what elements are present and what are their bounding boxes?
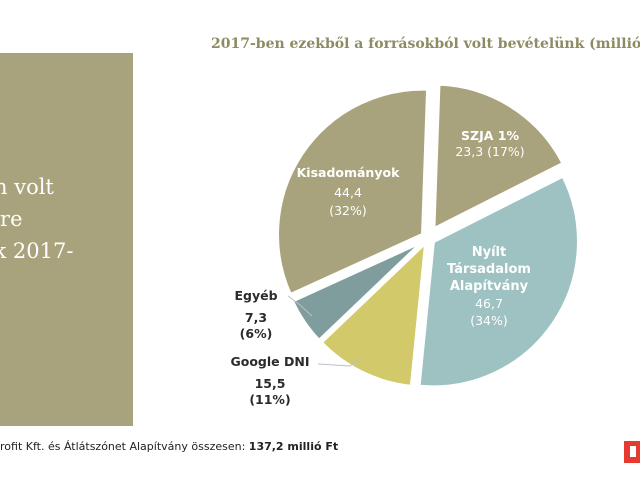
panel-text-line-3: nk 2017- xyxy=(0,239,74,263)
slice-kisadomanyok xyxy=(275,86,431,298)
label-nyilt-percent: (34%) xyxy=(470,313,508,328)
label-egyeb-name: Egyéb xyxy=(234,288,278,303)
label-nyilt-name: Nyílt Társadalom Alapítvány xyxy=(447,245,531,294)
footer-summary: rofit Kft. és Átlátszónet Alapítvány öss… xyxy=(0,440,338,453)
label-google-percent: (11%) xyxy=(249,392,291,407)
label-szja-percent: (17%) xyxy=(487,144,525,159)
label-google-value: 15,5 xyxy=(254,376,286,391)
brand-logo-icon xyxy=(624,441,640,463)
label-egyeb-value: 7,3 xyxy=(244,310,268,325)
label-egyeb: Egyéb 7,3 (6%) xyxy=(226,288,286,342)
panel-text-line-1: n volt xyxy=(0,175,54,199)
panel-text-line-2: rre xyxy=(0,207,23,231)
left-text-panel: n volt rre nk 2017- xyxy=(0,53,133,426)
label-egyeb-percent: (6%) xyxy=(239,326,273,341)
label-szja: SZJA 1% 23,3 (17%) xyxy=(445,128,535,160)
label-google: Google DNI 15,5 (11%) xyxy=(222,354,318,408)
label-kisadomanyok-value: 44,4 xyxy=(334,185,362,200)
label-kisadomanyok: Kisadományok 44,4 (32%) xyxy=(293,164,403,220)
footer-text: rofit Kft. és Átlátszónet Alapítvány öss… xyxy=(0,440,249,453)
label-szja-value: 23,3 xyxy=(455,144,484,159)
label-google-name: Google DNI xyxy=(230,354,310,369)
slice-google xyxy=(317,236,429,390)
slice-szja xyxy=(431,81,567,233)
leader-line-egyeb xyxy=(287,295,313,317)
label-nyilt: Nyílt Társadalom Alapítvány 46,7 (34%) xyxy=(434,244,544,329)
label-kisadomanyok-name: Kisadományok xyxy=(296,165,400,180)
leader-line-google xyxy=(317,356,363,367)
label-szja-name: SZJA 1% xyxy=(461,128,519,143)
label-kisadomanyok-percent: (32%) xyxy=(329,203,367,218)
label-nyilt-value: 46,7 xyxy=(475,296,503,311)
slice-nyilt xyxy=(416,172,581,390)
chart-title: 2017-ben ezekből a forrásokból volt bevé… xyxy=(211,36,640,52)
slice-egyeb xyxy=(289,238,427,344)
footer-total: 137,2 millió Ft xyxy=(248,440,339,453)
